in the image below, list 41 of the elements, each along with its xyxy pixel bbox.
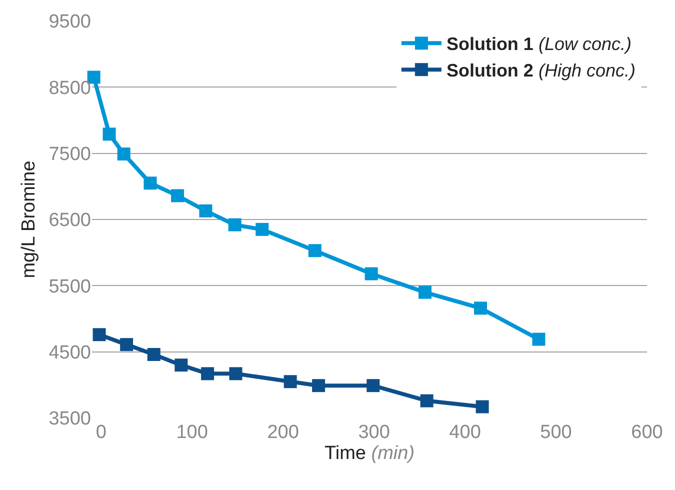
point	[532, 332, 546, 346]
y-tick-label: 9500	[48, 12, 91, 33]
y-tick-label: 6500	[48, 210, 91, 232]
y-tick-label: 4500	[48, 342, 91, 364]
point	[420, 394, 434, 408]
point	[147, 348, 160, 361]
point	[171, 189, 184, 202]
point	[201, 367, 214, 380]
point	[199, 204, 212, 218]
point	[144, 176, 157, 190]
x-tick-label: 400	[449, 422, 481, 443]
x-axis-title: Time (min)	[324, 443, 415, 464]
point	[418, 286, 432, 299]
point	[229, 367, 242, 380]
point	[174, 358, 188, 372]
x-tick-label: 500	[540, 422, 572, 443]
point	[117, 148, 130, 160]
point	[312, 379, 326, 392]
point	[92, 328, 106, 342]
legend-label: Solution 1 (Low conc.)	[446, 34, 632, 54]
point	[474, 302, 487, 315]
y-tick-label: 3500	[48, 408, 91, 430]
point	[476, 400, 489, 414]
point	[256, 222, 269, 236]
y-axis-title: mg/L Bromine	[18, 160, 40, 278]
x-tick-label: 300	[358, 422, 390, 443]
point	[308, 244, 322, 258]
point	[284, 375, 297, 388]
y-tick-label: 8500	[48, 78, 91, 99]
point	[120, 338, 134, 352]
y-tick-label: 7500	[48, 144, 91, 165]
point	[366, 379, 380, 392]
x-tick-label: 100	[176, 422, 208, 443]
point	[364, 267, 378, 280]
point	[228, 218, 242, 232]
x-tick-label: 200	[267, 422, 299, 443]
x-tick-label: 0	[96, 422, 106, 443]
point	[102, 128, 116, 141]
x-tick-label: 600	[631, 422, 663, 443]
y-tick-label: 5500	[48, 276, 91, 298]
legend-label: Solution 2 (High conc.)	[446, 60, 636, 81]
